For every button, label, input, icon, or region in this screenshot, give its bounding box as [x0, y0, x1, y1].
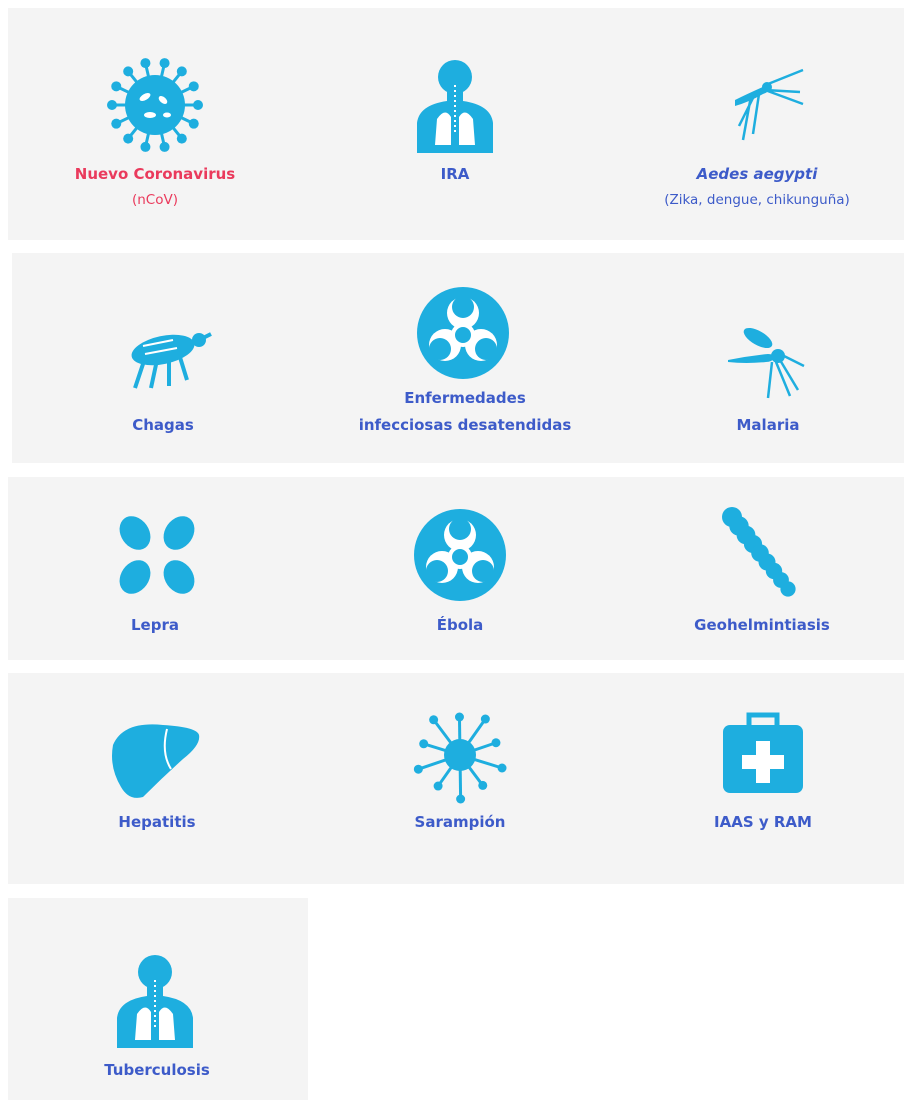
label[interactable]: Hepatitis	[118, 813, 196, 831]
label[interactable]: IRA	[440, 165, 470, 183]
icon	[107, 58, 203, 152]
label[interactable]: Geohelmintiasis	[694, 616, 830, 634]
disease-link[interactable]: Tuberculosis	[7, 1057, 307, 1084]
icon	[414, 509, 506, 601]
icon	[417, 287, 509, 379]
label[interactable]: Malaria	[736, 416, 800, 434]
sublabel[interactable]: (nCoV)	[131, 192, 178, 208]
disease-link[interactable]: IRA	[305, 161, 605, 188]
label[interactable]: Lepra	[131, 616, 179, 634]
icon	[413, 712, 507, 804]
label[interactable]: Tuberculosis	[104, 1061, 210, 1079]
icon	[723, 712, 803, 793]
label[interactable]: Chagas	[132, 416, 194, 434]
disease-link[interactable]: Geohelmintiasis	[612, 612, 904, 639]
icon	[417, 60, 493, 153]
disease-link[interactable]: Lepra	[5, 612, 305, 639]
sublabel[interactable]: (Zika, dengue, chikunguña)	[664, 192, 850, 208]
icon	[735, 68, 804, 141]
disease-link[interactable]: Sarampión	[310, 809, 610, 836]
disease-link[interactable]: Ébola	[310, 612, 610, 639]
label[interactable]: Enfermedades	[404, 389, 526, 407]
label[interactable]: Sarampión	[414, 813, 506, 831]
disease-link[interactable]: Hepatitis	[7, 809, 307, 836]
disease-link[interactable]: Enfermedades infecciosas desatendidas	[315, 385, 615, 439]
disease-link[interactable]: Aedes aegypti (Zika, dengue, chikunguña)	[607, 161, 904, 212]
disease-link[interactable]: IAAS y RAM	[613, 809, 904, 836]
icon	[722, 507, 796, 597]
label[interactable]: Aedes aegypti	[696, 165, 818, 183]
label[interactable]: Nuevo Coronavirus	[74, 165, 236, 183]
icon	[131, 332, 212, 389]
disease-link[interactable]: Nuevo Coronavirus (nCoV)	[5, 161, 305, 212]
label[interactable]: Ébola	[436, 616, 484, 634]
disease-link[interactable]: Malaria	[618, 412, 904, 439]
label[interactable]: IAAS y RAM	[714, 813, 812, 831]
icon	[119, 516, 195, 594]
icon	[117, 955, 193, 1048]
icon	[112, 724, 200, 798]
label[interactable]: infecciosas desatendidas	[358, 416, 572, 434]
disease-link[interactable]: Chagas	[13, 412, 313, 439]
icon	[728, 327, 805, 399]
